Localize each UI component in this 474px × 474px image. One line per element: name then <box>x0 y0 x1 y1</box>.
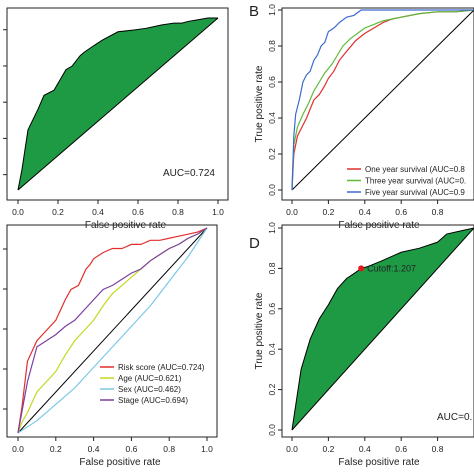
plot-frame <box>6 224 218 438</box>
x-tick-label: 0.4 <box>359 444 371 454</box>
diagonal-reference <box>17 17 219 191</box>
auc-annotation: AUC=0. <box>437 412 472 423</box>
y-tick-label: 0.4 <box>267 112 277 124</box>
x-tick-label: 0.8 <box>432 207 444 217</box>
plot-frame <box>6 7 229 201</box>
panel-c <box>17 227 208 434</box>
y-tick-label: 1.0 <box>267 222 277 234</box>
panel-a <box>17 17 219 191</box>
x-tick-label: 0.0 <box>12 207 24 217</box>
diagonal-reference <box>17 227 208 434</box>
y-tick-label: 0.2 <box>267 383 277 395</box>
roc-curve-3 <box>17 227 208 434</box>
roc-curve-1 <box>17 17 218 191</box>
x-tick-label: 0.2 <box>50 444 62 454</box>
roc-curve-1 <box>17 227 208 434</box>
x-tick-label: 0.2 <box>52 207 64 217</box>
x-tick-label: 0.6 <box>395 207 407 217</box>
x-tick-label: 0.4 <box>88 444 100 454</box>
y-tick-label: 0.6 <box>267 303 277 315</box>
y-tick-label: 0.4 <box>267 343 277 355</box>
diagonal-reference <box>291 9 474 191</box>
y-tick-label: 0.2 <box>267 148 277 160</box>
panel-d: Cutoff:1.207 <box>291 227 474 431</box>
legend: Risk score (AUC=0.724) Age (AUC=0.621) Sex… <box>100 363 205 405</box>
x-tick-label: 0.2 <box>322 207 334 217</box>
legend: One year survival (AUC=0.8 Three year sur… <box>347 165 466 197</box>
cutoff-point <box>358 265 365 272</box>
y-tick-label: 0.0 <box>267 424 277 436</box>
legend-label: Sex (AUC=0.462) <box>118 385 181 394</box>
y-tick-label: 1.0 <box>267 4 277 16</box>
y-axis-title: True positive rate <box>254 292 265 369</box>
plot-frame <box>281 224 474 438</box>
x-tick-label: 0.6 <box>132 207 144 217</box>
y-axis-title: True positive rate <box>254 65 265 142</box>
x-tick-label: 0.0 <box>286 207 298 217</box>
y-tick-label: 0.0 <box>267 184 277 196</box>
cutoff-label: Cutoff:1.207 <box>367 263 416 273</box>
panel-letter: D <box>249 235 260 252</box>
plot-frame <box>281 7 474 201</box>
legend-label: Three year survival (AUC=0. <box>365 177 466 186</box>
x-axis-title: False positive rate <box>338 457 420 468</box>
x-tick-label: 0.0 <box>12 444 24 454</box>
x-tick-label: 1.0 <box>201 444 213 454</box>
x-tick-label: 0.8 <box>163 444 175 454</box>
legend-label: Age (AUC=0.621) <box>118 374 182 383</box>
x-tick-label: 0.0 <box>286 444 298 454</box>
x-tick-label: 0.4 <box>92 207 104 217</box>
legend-label: Five year survival (AUC=0.9 <box>365 188 465 197</box>
x-tick-label: 1.0 <box>212 207 224 217</box>
y-tick-label: 0.6 <box>267 76 277 88</box>
roc-curve-3 <box>291 9 474 191</box>
y-tick-label: 0.8 <box>267 40 277 52</box>
x-tick-label: 0.4 <box>359 207 371 217</box>
x-tick-label: 0.8 <box>432 444 444 454</box>
x-axis-title: False positive rate <box>79 457 161 468</box>
roc-curve-4 <box>17 227 208 434</box>
x-tick-label: 0.2 <box>322 444 334 454</box>
panel-letter: B <box>249 3 259 20</box>
legend-label: Risk score (AUC=0.724) <box>118 363 205 372</box>
panel-b <box>291 9 474 191</box>
roc-curve-2 <box>291 9 474 191</box>
legend-label: One year survival (AUC=0.8 <box>365 165 465 174</box>
legend-label: Stage (AUC=0.694) <box>118 396 188 405</box>
x-tick-label: 0.8 <box>172 207 184 217</box>
x-tick-label: 0.6 <box>395 444 407 454</box>
y-tick-label: 0.8 <box>267 262 277 274</box>
auc-annotation: AUC=0.724 <box>163 168 215 179</box>
x-tick-label: 0.6 <box>125 444 137 454</box>
diagonal-reference <box>291 227 474 431</box>
